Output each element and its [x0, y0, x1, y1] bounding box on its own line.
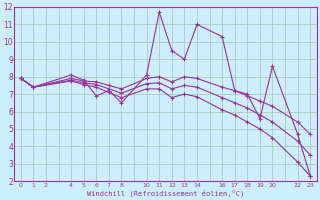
X-axis label: Windchill (Refroidissement éolien,°C): Windchill (Refroidissement éolien,°C) — [87, 189, 244, 197]
